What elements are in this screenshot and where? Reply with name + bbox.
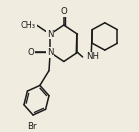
Text: CH₃: CH₃	[21, 21, 36, 30]
Text: Br: Br	[27, 122, 37, 131]
Text: NH: NH	[86, 52, 99, 61]
Text: O: O	[27, 48, 34, 57]
Text: N: N	[47, 30, 53, 39]
Text: O: O	[60, 7, 67, 16]
Text: N: N	[47, 48, 53, 57]
